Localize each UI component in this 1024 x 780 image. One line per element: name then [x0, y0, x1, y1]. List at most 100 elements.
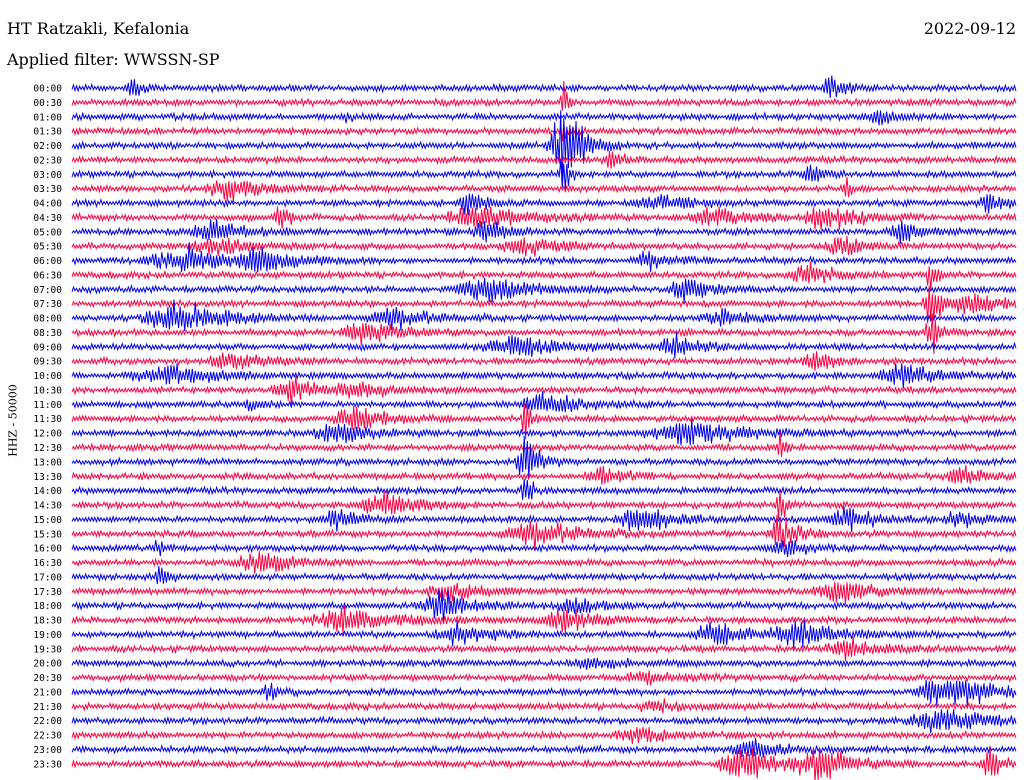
trace-0330	[71, 176, 1017, 203]
tick-label-1630: 16:30	[33, 558, 62, 569]
tick-label-1430: 14:30	[33, 501, 62, 512]
trace-1730	[71, 581, 1017, 605]
trace-group	[71, 75, 1017, 780]
trace-0100	[71, 110, 1017, 126]
tick-label-1200: 12:00	[33, 429, 62, 440]
tick-label-1300: 13:00	[33, 457, 62, 468]
trace-1100	[71, 391, 1017, 413]
trace-0200	[71, 110, 1017, 183]
trace-0430	[71, 206, 1017, 231]
trace-2300	[71, 737, 1017, 758]
tick-label-0930: 09:30	[33, 357, 62, 368]
trace-1600	[71, 540, 1017, 558]
tick-label-1130: 11:30	[33, 414, 62, 425]
tick-label-0630: 06:30	[33, 270, 62, 281]
trace-2200	[71, 709, 1017, 734]
trace-0630	[71, 261, 1017, 290]
trace-1530	[71, 514, 1017, 552]
tick-label-0700: 07:00	[33, 285, 62, 296]
trace-0900	[71, 332, 1017, 359]
trace-1000	[71, 363, 1017, 389]
tick-label-2030: 20:30	[33, 673, 62, 684]
tick-label-2000: 20:00	[33, 659, 62, 670]
trace-0030	[71, 80, 1017, 111]
trace-0130	[71, 122, 1017, 142]
tick-label-1700: 17:00	[33, 572, 62, 583]
tick-label-1800: 18:00	[33, 601, 62, 612]
station-title: HT Ratzakli, Kefalonia	[7, 19, 190, 38]
trace-1030	[71, 375, 1017, 407]
tick-label-0200: 02:00	[33, 141, 62, 152]
tick-label-1400: 14:00	[33, 486, 62, 497]
trace-0800	[71, 299, 1017, 332]
trace-2130	[71, 698, 1017, 714]
tick-label-1900: 19:00	[33, 630, 62, 641]
tick-label-0500: 05:00	[33, 227, 62, 238]
tick-label-0400: 04:00	[33, 199, 62, 210]
trace-1630	[71, 550, 1017, 574]
filter-label: Applied filter: WWSSN-SP	[7, 50, 220, 69]
tick-label-0600: 06:00	[33, 256, 62, 267]
tick-label-2330: 23:30	[33, 759, 62, 770]
trace-1430	[71, 490, 1017, 519]
trace-2030	[71, 670, 1017, 686]
trace-0530	[71, 236, 1017, 257]
tick-label-0530: 05:30	[33, 242, 62, 253]
record-date: 2022-09-12	[923, 19, 1016, 38]
trace-0930	[71, 351, 1017, 371]
tick-label-2130: 21:30	[33, 702, 62, 713]
tick-label-1600: 16:00	[33, 544, 62, 555]
tick-label-1030: 10:30	[33, 385, 62, 396]
trace-1700	[71, 565, 1017, 585]
trace-1130	[71, 403, 1017, 440]
trace-1500	[71, 505, 1017, 532]
trace-0400	[71, 193, 1017, 216]
trace-2100	[71, 679, 1017, 706]
trace-1330	[71, 464, 1017, 485]
trace-1300	[71, 435, 1017, 480]
tick-label-1000: 10:00	[33, 371, 62, 382]
tick-label-0230: 02:30	[33, 155, 62, 166]
trace-0500	[71, 219, 1017, 244]
tick-label-0100: 01:00	[33, 112, 62, 123]
trace-0300	[71, 159, 1017, 190]
trace-1230	[71, 431, 1017, 458]
tick-label-0800: 08:00	[33, 314, 62, 325]
tick-label-2230: 22:30	[33, 731, 62, 742]
tick-label-0130: 01:30	[33, 127, 62, 138]
trace-2230	[71, 727, 1017, 745]
tick-label-1230: 12:30	[33, 443, 62, 454]
trace-0600	[71, 242, 1017, 273]
tick-label-0830: 08:30	[33, 328, 62, 339]
tick-label-0030: 00:30	[33, 98, 62, 109]
tick-label-2100: 21:00	[33, 687, 62, 698]
trace-0230	[71, 150, 1017, 169]
trace-1830	[71, 605, 1017, 635]
trace-1800	[71, 589, 1017, 624]
trace-1930	[71, 636, 1017, 662]
trace-2330	[71, 747, 1017, 780]
time-labels: 00:00 00:30 01:00 01:30 02:00 02:30 03:00 03:30…	[33, 84, 62, 771]
tick-label-1500: 15:00	[33, 515, 62, 526]
trace-1200	[71, 419, 1017, 446]
trace-2000	[71, 657, 1017, 670]
trace-1900	[71, 619, 1017, 649]
tick-label-0000: 00:00	[33, 84, 62, 95]
tick-label-1330: 13:30	[33, 472, 62, 483]
trace-0700	[71, 277, 1017, 304]
tick-label-1100: 11:00	[33, 400, 62, 411]
trace-0000	[71, 75, 1017, 99]
trace-1400	[71, 478, 1017, 500]
trace-0730	[71, 285, 1017, 324]
tick-label-0300: 03:00	[33, 170, 62, 181]
tick-label-1530: 15:30	[33, 529, 62, 540]
tick-label-2200: 22:00	[33, 716, 62, 727]
tick-label-0330: 03:30	[33, 184, 62, 195]
tick-label-1730: 17:30	[33, 587, 62, 598]
trace-0830	[71, 313, 1017, 354]
tick-label-0900: 09:00	[33, 342, 62, 353]
tick-label-1830: 18:30	[33, 616, 62, 627]
tick-label-0430: 04:30	[33, 213, 62, 224]
tick-label-1930: 19:30	[33, 644, 62, 655]
